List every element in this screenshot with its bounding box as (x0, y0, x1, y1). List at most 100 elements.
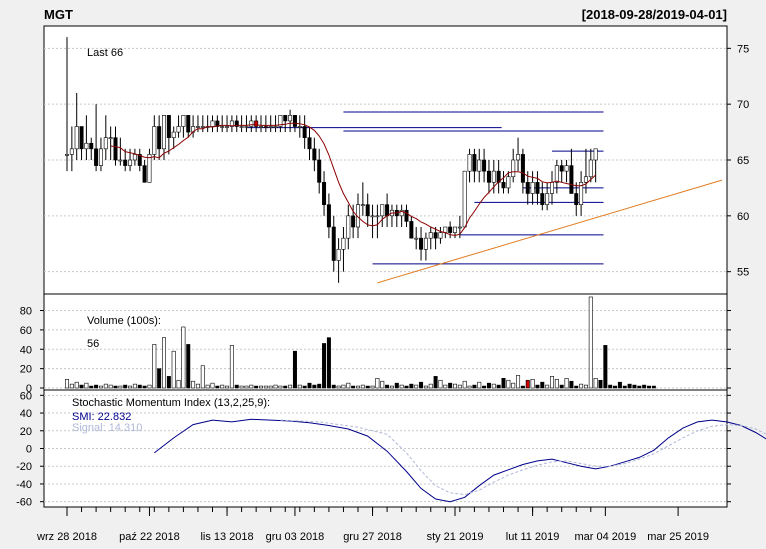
candle-body (98, 148, 103, 166)
candle-body (419, 237, 424, 250)
candle-body (355, 204, 360, 228)
candle-body (545, 193, 550, 205)
volume-bar (89, 385, 94, 389)
volume-bar (147, 384, 152, 389)
volume-bar (157, 368, 162, 389)
candle-body (229, 120, 234, 127)
candle-body (171, 131, 176, 138)
volume-bar (322, 343, 327, 389)
volume-bar (380, 380, 385, 389)
candle-body (249, 120, 254, 127)
candle-body (583, 176, 588, 183)
volume-bar (200, 365, 205, 389)
volume-bar (365, 385, 370, 389)
volume-bar (239, 385, 244, 389)
volume-bar (486, 382, 491, 389)
volume-bar (152, 344, 157, 389)
x-tick-label: mar 25 2019 (647, 531, 709, 543)
volume-bar (191, 380, 196, 389)
candle-body (258, 126, 263, 128)
candle-body (554, 165, 559, 183)
volume-bar (506, 379, 511, 389)
volume-bar (215, 385, 220, 389)
candle-body (428, 232, 433, 239)
volume-bar (452, 383, 457, 389)
candle-body (336, 249, 341, 261)
volume-bar (472, 384, 477, 389)
candle-body (375, 215, 380, 218)
candle-body (162, 115, 167, 150)
candle-body (273, 126, 278, 128)
candle-body (593, 148, 598, 161)
candle-body (292, 115, 297, 127)
candle-body (574, 193, 579, 205)
candle-body (128, 159, 133, 166)
volume-bar (501, 378, 506, 389)
candle-body (312, 148, 317, 161)
indicator-y-axis: -60 -40 -20 0 20 40 60 (16, 390, 731, 509)
volume-title: Volume (100s): (87, 315, 161, 327)
volume-bar (583, 384, 588, 389)
volume-bar (409, 383, 414, 389)
volume-bar (516, 375, 521, 389)
candle-body (94, 148, 99, 166)
volume-bar (579, 383, 584, 389)
volume-tick-label: 20 (20, 364, 32, 376)
candle-body (399, 209, 404, 217)
candle-body (297, 126, 302, 128)
volume-bar (132, 383, 137, 389)
volume-bar (98, 385, 103, 389)
volume-bar (646, 385, 651, 389)
x-tick-label: sty 21 2019 (427, 531, 484, 543)
volume-bar (637, 385, 642, 389)
volume-bar (273, 384, 278, 389)
candle-body (210, 120, 215, 127)
volume-bar (588, 296, 593, 389)
candle-body (438, 232, 443, 239)
candle-body (123, 159, 128, 166)
volume-bar (496, 384, 501, 389)
volume-bar (370, 385, 375, 389)
volume-bar (128, 385, 133, 389)
volume-bar (564, 378, 569, 389)
candle-body (142, 165, 147, 183)
volume-bar (292, 350, 297, 389)
candle-body (365, 204, 370, 217)
candle-body (360, 204, 365, 206)
last-price-label: Last 66 (87, 47, 123, 59)
volume-bar (617, 381, 622, 389)
indicator-gridlines (44, 394, 727, 503)
volume-bar (554, 378, 559, 389)
candle-body (423, 237, 428, 250)
candle-body (535, 182, 540, 194)
x-tick-label: mar 04 2019 (574, 531, 636, 543)
candle-body (472, 154, 477, 172)
candle-body (137, 154, 142, 166)
volume-bar (569, 380, 574, 389)
volume-bar (346, 382, 351, 389)
candle-body (176, 126, 181, 133)
candle-body (467, 154, 472, 172)
candle-body (549, 182, 554, 194)
smi-tick-label: 60 (20, 390, 32, 402)
candle-body (404, 209, 409, 222)
candle-body (540, 193, 545, 205)
volume-bar (113, 385, 118, 389)
candle-body (166, 115, 171, 138)
volume-bar (477, 381, 482, 389)
volume-panel (43, 293, 728, 391)
volume-tick-label: 80 (20, 306, 32, 318)
volume-bar (608, 384, 613, 389)
candle-body (132, 154, 137, 161)
volume-bar (389, 385, 394, 389)
volume-bar (181, 326, 186, 389)
volume-bar (336, 385, 341, 389)
candle-body (491, 170, 496, 183)
candle-body (569, 165, 574, 194)
x-tick-label: gru 03 2018 (266, 531, 325, 543)
smi-value-label: SMI: 22.832 (72, 411, 131, 423)
candle-body (511, 159, 516, 178)
price-tick-label: 70 (737, 99, 749, 111)
candle-body (462, 170, 467, 228)
